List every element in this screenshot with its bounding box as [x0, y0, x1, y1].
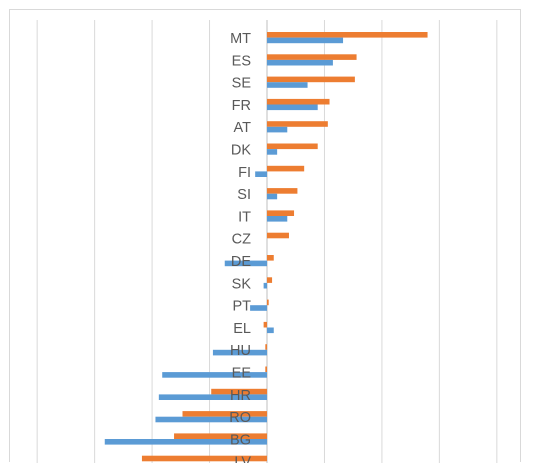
gridlines — [36, 20, 498, 463]
bar-pt-series-2 — [250, 305, 267, 311]
category-label-ee: EE — [232, 366, 252, 382]
chart-area: MT ES SE FR AT DK FI SI IT CZ DE SK PT EL HU EE HR RO BG LV — [9, 9, 521, 463]
bar-es-series-2 — [267, 59, 333, 66]
bar-de-series-2 — [224, 260, 267, 267]
bar-hr-series-2 — [158, 394, 267, 400]
bar-si-series-1 — [267, 188, 298, 194]
category-label-ro: RO — [229, 410, 251, 426]
category-label-si: SI — [237, 187, 251, 203]
category-label-cz: CZ — [232, 232, 251, 248]
bar-at-series-2 — [267, 126, 288, 133]
category-label-se: SE — [232, 76, 252, 92]
category-label-bg: BG — [230, 432, 251, 448]
bar-pt-series-1 — [267, 299, 269, 306]
category-label-hr: HR — [230, 388, 251, 404]
category-label-lv: LV — [234, 455, 251, 463]
category-label-fi: FI — [238, 165, 251, 181]
bar-chart: MT ES SE FR AT DK FI SI IT CZ DE SK PT EL HU EE HR RO BG LV — [36, 20, 498, 463]
bar-mt-series-2 — [267, 37, 344, 44]
bar-lv-series-1 — [141, 455, 267, 462]
bar-hu-series-2 — [212, 349, 267, 356]
bars — [104, 32, 428, 462]
bar-it-series-2 — [267, 216, 288, 222]
bar-fi-series-2 — [255, 171, 267, 177]
category-label-dk: DK — [231, 143, 251, 159]
category-label-el: EL — [233, 321, 251, 337]
category-label-de: DE — [231, 254, 251, 270]
bar-hr-series-1 — [211, 388, 267, 395]
bar-de-series-1 — [267, 255, 274, 261]
bar-es-series-1 — [267, 54, 357, 60]
bar-sk-series-1 — [267, 277, 273, 283]
category-label-pt: PT — [232, 299, 251, 315]
bar-dk-series-1 — [267, 143, 318, 150]
bar-mt-series-1 — [267, 32, 428, 38]
bar-fr-series-1 — [267, 98, 330, 105]
bar-si-series-2 — [267, 193, 278, 200]
bar-sk-series-2 — [263, 282, 267, 289]
bar-dk-series-2 — [267, 149, 278, 155]
category-label-sk: SK — [232, 276, 252, 292]
bar-it-series-1 — [267, 210, 295, 216]
category-label-at: AT — [234, 120, 252, 136]
bar-ro-series-2 — [155, 416, 267, 423]
bar-at-series-1 — [267, 121, 328, 127]
bar-fi-series-1 — [267, 165, 305, 172]
category-label-hu: HU — [230, 343, 251, 359]
category-label-mt: MT — [230, 31, 251, 47]
bar-se-series-1 — [267, 76, 355, 83]
category-label-fr: FR — [232, 98, 251, 114]
category-label-it: IT — [238, 209, 251, 225]
bar-hu-series-1 — [265, 344, 267, 350]
bar-se-series-2 — [267, 82, 308, 88]
bar-ee-series-1 — [265, 366, 267, 373]
bar-cz-series-1 — [267, 232, 289, 239]
bar-el-series-2 — [267, 327, 274, 334]
category-labels: MT ES SE FR AT DK FI SI IT CZ DE SK PT EL HU EE HR RO BG LV — [229, 31, 251, 463]
bar-ee-series-2 — [162, 372, 267, 378]
bar-el-series-1 — [263, 321, 267, 328]
bar-bg-series-1 — [174, 433, 267, 439]
category-label-es: ES — [232, 53, 251, 69]
bar-ro-series-1 — [182, 411, 267, 417]
bar-bg-series-2 — [104, 439, 267, 445]
bar-fr-series-2 — [267, 104, 318, 111]
